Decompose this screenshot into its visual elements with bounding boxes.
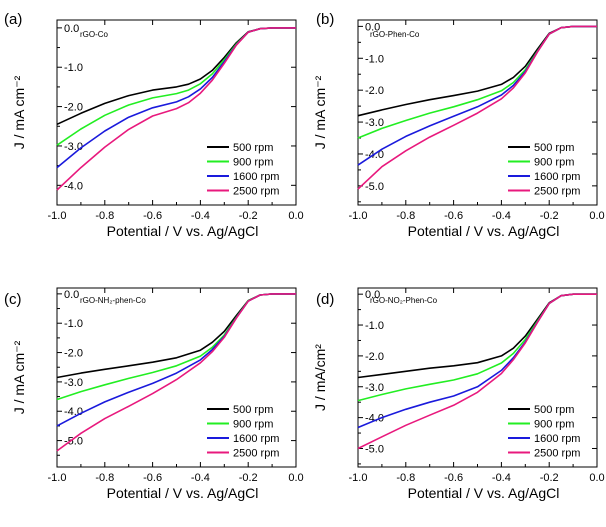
x-tick-label: -0.8 (95, 472, 114, 484)
x-axis-label: Potential / V vs. Ag/AgCl (107, 485, 259, 501)
y-tick-label: -5.0 (64, 436, 83, 448)
x-tick-label: -0.8 (396, 210, 415, 222)
y-tick-label: -1.0 (365, 320, 384, 332)
y-tick-label: -1.0 (64, 62, 83, 74)
series-line-500-rpm (56, 27, 296, 126)
y-tick-label: -3.0 (365, 382, 384, 394)
x-tick-label: -1.0 (349, 472, 368, 484)
legend-label: 900 rpm (534, 157, 574, 169)
x-tick-label: 0.0 (288, 210, 303, 222)
series-line-2500-rpm (357, 25, 597, 190)
y-tick-label: 0.0 (365, 289, 380, 301)
y-axis-label: J / mA cm⁻² (11, 75, 27, 149)
y-tick-label: -3.0 (365, 117, 384, 129)
legend-label: 2500 rpm (534, 448, 580, 460)
panel-label: (b) (316, 11, 334, 28)
x-tick-label: 0.0 (288, 472, 303, 484)
x-axis-label: Potential / V vs. Ag/AgCl (107, 223, 259, 239)
y-tick-label: 0.0 (64, 23, 79, 35)
x-tick-label: -0.4 (492, 472, 511, 484)
x-tick-label: -0.2 (540, 210, 559, 222)
y-tick-label: -5.0 (365, 181, 384, 193)
legend-label: 1600 rpm (233, 171, 279, 183)
panel-label: (c) (4, 291, 22, 308)
y-tick-label: 0.0 (365, 21, 380, 33)
legend-label: 2500 rpm (233, 186, 279, 198)
series-line-2500-rpm (56, 27, 296, 191)
legend-label: 2500 rpm (233, 448, 279, 460)
series-line-2500-rpm (56, 293, 296, 452)
y-tick-label: -2.0 (64, 102, 83, 114)
y-tick-label: -2.0 (365, 85, 384, 97)
series-line-500-rpm (357, 293, 597, 379)
panel-d: -1.0 -0.8 -0.6 -0.4 -0.2 0.0 0.0 -1.0 -2.0 -3.0 -4… (312, 287, 605, 501)
y-tick-label: -4.0 (64, 180, 83, 192)
panel-a: -1.0 -0.8 -0.6 -0.4 -0.2 0.0 0.0 -1.0 -2.0 -3.0 -4… (4, 11, 304, 239)
legend-label: 1600 rpm (233, 433, 279, 445)
x-axis-label: Potential / V vs. Ag/AgCl (408, 223, 560, 239)
panel-c: -1.0 -0.8 -0.6 -0.4 -0.2 0.00.0-1.0-2.0-3.0-4… (4, 287, 304, 501)
series-line-900-rpm (56, 293, 296, 401)
x-tick-label: -1.0 (349, 210, 368, 222)
legend-label: 500 rpm (534, 142, 574, 154)
x-tick-label: -0.4 (191, 472, 210, 484)
inset-label: rGO-Phen-Co (370, 30, 420, 39)
y-axis-label: J / mA cm⁻² (11, 340, 27, 414)
x-tick-label: -0.4 (492, 210, 511, 222)
legend-label: 500 rpm (534, 404, 574, 416)
x-tick-label: -0.8 (396, 472, 415, 484)
x-tick-label: -0.6 (444, 210, 463, 222)
y-tick-label: -3.0 (64, 141, 83, 153)
x-tick-label: -0.4 (191, 210, 210, 222)
y-tick-label: -4.0 (365, 413, 384, 425)
y-axis-label: J / mA/cm² (312, 344, 328, 411)
panel-label: (a) (4, 11, 22, 28)
x-axis-label: Potential / V vs. Ag/AgCl (408, 485, 560, 501)
y-tick-label: 0.0 (64, 289, 79, 301)
series-line-2500-rpm (357, 293, 597, 450)
legend-label: 500 rpm (233, 142, 273, 154)
series-line-900-rpm (357, 293, 597, 402)
y-tick-label: -1.0 (64, 318, 83, 330)
x-tick-label: 0.0 (589, 472, 604, 484)
panel-b: -1.0 -0.8 -0.6 -0.4 -0.2 0.00.0-1.0-2.0-3.0-4… (312, 11, 605, 239)
x-tick-label: -0.6 (444, 472, 463, 484)
x-tick-label: -0.2 (239, 210, 258, 222)
inset-label: rGO-NH₂-phen-Co (80, 296, 146, 305)
y-tick-label: -1.0 (365, 53, 384, 65)
x-tick-label: -0.2 (540, 472, 559, 484)
inset-label: rGO-NO₂-Phen-Co (370, 296, 438, 305)
x-tick-label: -0.2 (239, 472, 258, 484)
legend-label: 900 rpm (233, 419, 273, 431)
panel-label: (d) (316, 291, 334, 308)
y-tick-label: -2.0 (64, 348, 83, 360)
y-tick-label: -3.0 (64, 377, 83, 389)
inset-label: rGO-Co (80, 30, 109, 39)
legend-label: 2500 rpm (534, 186, 580, 198)
series-line-900-rpm (357, 25, 597, 139)
x-tick-label: -1.0 (48, 472, 67, 484)
x-tick-label: -0.8 (95, 210, 114, 222)
y-tick-label: -5.0 (365, 443, 384, 455)
x-tick-label: -0.6 (143, 210, 162, 222)
legend-label: 500 rpm (233, 404, 273, 416)
legend-label: 1600 rpm (534, 171, 580, 183)
legend-label: 1600 rpm (534, 433, 580, 445)
legend-label: 900 rpm (233, 157, 273, 169)
series-line-500-rpm (357, 25, 597, 117)
legend-label: 900 rpm (534, 419, 574, 431)
y-axis-label: J / mA cm⁻² (312, 75, 328, 149)
x-tick-label: 0.0 (589, 210, 604, 222)
x-tick-label: -0.6 (143, 472, 162, 484)
y-tick-label: -2.0 (365, 351, 384, 363)
x-tick-label: -1.0 (48, 210, 67, 222)
